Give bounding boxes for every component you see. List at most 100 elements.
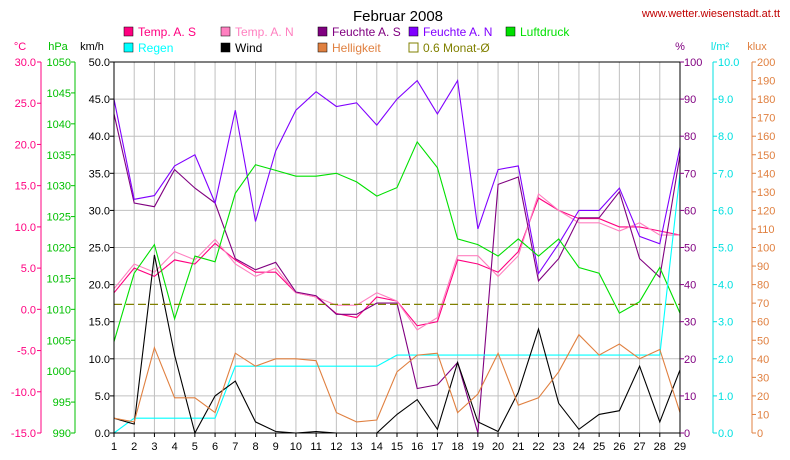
axis-units: °C hPa km/h% l/m² klux bbox=[14, 41, 767, 53]
legend-item: Helligkeit bbox=[317, 41, 381, 55]
x-tick-label: 10 bbox=[290, 441, 302, 453]
legend-item: Luftdruck bbox=[505, 25, 570, 39]
temp-tick-label: 15.0 bbox=[15, 181, 36, 193]
pressure-tick-label: 1000 bbox=[47, 366, 71, 378]
humidity-unit-label: % bbox=[675, 41, 685, 53]
legend-item: Temp. A. N bbox=[220, 25, 294, 39]
lux-tick-label: 20 bbox=[757, 391, 769, 403]
legend-item: 0.6 Monat-Ø bbox=[408, 41, 490, 55]
grid bbox=[114, 62, 680, 433]
temp-unit-label: °C bbox=[14, 41, 26, 53]
chart-title: Februar 2008 bbox=[353, 8, 443, 25]
humidity-tick-label: 0 bbox=[684, 428, 690, 440]
x-tick-label: 21 bbox=[512, 441, 524, 453]
rain-tick-label: 6.0 bbox=[718, 205, 733, 217]
temp-tick-label: 0.0 bbox=[21, 304, 36, 316]
x-tick-label: 8 bbox=[252, 441, 258, 453]
legend-swatch bbox=[317, 42, 328, 53]
lux-tick-label: 200 bbox=[757, 57, 775, 69]
pressure-tick-label: 995 bbox=[53, 397, 71, 409]
wind-tick-label: 15.0 bbox=[89, 317, 110, 329]
lux-tick-label: 190 bbox=[757, 76, 775, 88]
wind-tick-label: 25.0 bbox=[89, 243, 110, 255]
x-tick-label: 23 bbox=[553, 441, 565, 453]
humidity-tick-label: 90 bbox=[684, 94, 696, 106]
legend-swatch bbox=[220, 42, 231, 53]
rain-tick-label: 0.0 bbox=[718, 428, 733, 440]
wind-tick-label: 45.0 bbox=[89, 94, 110, 106]
series-line-luftdruck bbox=[113, 140, 681, 342]
wind-tick-label: 20.0 bbox=[89, 280, 110, 292]
pressure-tick-label: 1025 bbox=[47, 212, 71, 224]
legend-label: 0.6 Monat-Ø bbox=[423, 41, 490, 55]
temp-tick-label: -5.0 bbox=[17, 346, 36, 358]
x-tick-label: 2 bbox=[131, 441, 137, 453]
pressure-tick-label: 1045 bbox=[47, 88, 71, 100]
x-tick-label: 3 bbox=[151, 441, 157, 453]
lux-tick-label: 120 bbox=[757, 205, 775, 217]
series-group bbox=[113, 78, 681, 435]
legend-item: Feuchte A. N bbox=[408, 25, 492, 39]
pressure-tick-label: 1020 bbox=[47, 243, 71, 255]
humidity-tick-label: 70 bbox=[684, 168, 696, 180]
x-tick-label: 12 bbox=[330, 441, 342, 453]
temp-tick-label: 20.0 bbox=[15, 139, 36, 151]
legend-swatch bbox=[317, 26, 328, 37]
x-tick-label: 13 bbox=[350, 441, 362, 453]
x-tick-label: 11 bbox=[310, 441, 321, 453]
series-line-helligkeit bbox=[113, 333, 681, 423]
lux-tick-label: 110 bbox=[757, 224, 775, 236]
legend: Temp. A. S Temp. A. N Feuchte A. S Feuchte … bbox=[123, 25, 570, 55]
x-tick-label: 28 bbox=[654, 441, 666, 453]
humidity-tick-label: 50 bbox=[684, 243, 696, 255]
rain-tick-label: 1.0 bbox=[718, 391, 733, 403]
rain-unit-label: l/m² bbox=[711, 41, 730, 53]
pressure-tick-label: 1050 bbox=[47, 57, 71, 69]
x-tick-label: 7 bbox=[232, 441, 238, 453]
legend-label: Feuchte A. S bbox=[332, 25, 401, 39]
series-line-feuchte-a-s bbox=[113, 113, 681, 434]
humidity-tick-label: 40 bbox=[684, 280, 696, 292]
pressure-tick-label: 990 bbox=[53, 428, 71, 440]
legend-label: Temp. A. N bbox=[235, 25, 294, 39]
x-tick-label: 14 bbox=[371, 441, 383, 453]
legend-label: Luftdruck bbox=[520, 25, 570, 39]
x-tick-label: 26 bbox=[613, 441, 625, 453]
rain-tick-label: 3.0 bbox=[718, 317, 733, 329]
lux-tick-label: 150 bbox=[757, 150, 775, 162]
x-tick-label: 9 bbox=[273, 441, 279, 453]
legend-label: Wind bbox=[235, 41, 262, 55]
x-tick-label: 27 bbox=[633, 441, 645, 453]
site-url[interactable]: www.wetter.wiesenstadt.at.tt bbox=[641, 8, 780, 20]
x-tick-label: 16 bbox=[411, 441, 423, 453]
humidity-tick-label: 30 bbox=[684, 317, 696, 329]
lux-tick-label: 100 bbox=[757, 243, 775, 255]
lux-tick-label: 180 bbox=[757, 94, 775, 106]
lux-tick-label: 70 bbox=[757, 298, 769, 310]
x-tick-label: 22 bbox=[532, 441, 544, 453]
legend-item: Temp. A. S bbox=[123, 25, 196, 39]
lux-tick-label: 60 bbox=[757, 317, 769, 329]
temp-tick-label: 5.0 bbox=[21, 263, 36, 275]
x-tick-label: 6 bbox=[212, 441, 218, 453]
temp-tick-label: -15.0 bbox=[11, 428, 36, 440]
humidity-tick-label: 80 bbox=[684, 131, 696, 143]
pressure-tick-label: 1015 bbox=[47, 273, 71, 285]
legend-swatch bbox=[505, 26, 516, 37]
lux-tick-label: 130 bbox=[757, 187, 775, 199]
wind-tick-label: 50.0 bbox=[89, 57, 110, 69]
x-tick-label: 20 bbox=[492, 441, 504, 453]
x-tick-label: 18 bbox=[452, 441, 464, 453]
legend-label: Temp. A. S bbox=[138, 25, 196, 39]
lux-tick-label: 0 bbox=[757, 428, 763, 440]
x-tick-label: 24 bbox=[573, 441, 585, 453]
wind-tick-label: 0.0 bbox=[95, 428, 110, 440]
wind-unit-label: km/h bbox=[80, 41, 104, 53]
legend-item: Feuchte A. S bbox=[317, 25, 401, 39]
axis-ticks: 30.025.020.015.010.05.00.0-5.0-10.0-15.0… bbox=[11, 57, 775, 453]
lux-tick-label: 30 bbox=[757, 372, 769, 384]
humidity-tick-label: 60 bbox=[684, 205, 696, 217]
legend-item: Regen bbox=[123, 41, 173, 55]
series-line-feuchte-a-n bbox=[113, 78, 681, 275]
